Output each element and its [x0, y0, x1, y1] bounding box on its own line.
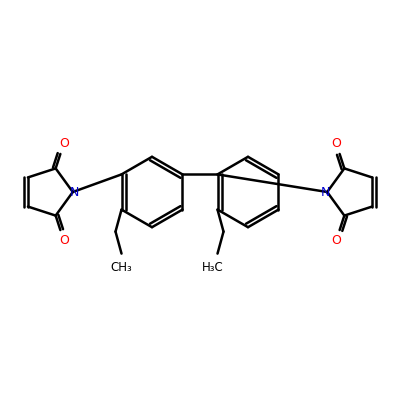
- Text: O: O: [331, 137, 341, 150]
- Text: O: O: [331, 234, 341, 247]
- Text: CH₃: CH₃: [111, 261, 132, 274]
- Text: O: O: [59, 137, 69, 150]
- Text: N: N: [70, 186, 80, 198]
- Text: H₃C: H₃C: [202, 261, 224, 274]
- Text: O: O: [59, 234, 69, 247]
- Text: N: N: [320, 186, 330, 198]
